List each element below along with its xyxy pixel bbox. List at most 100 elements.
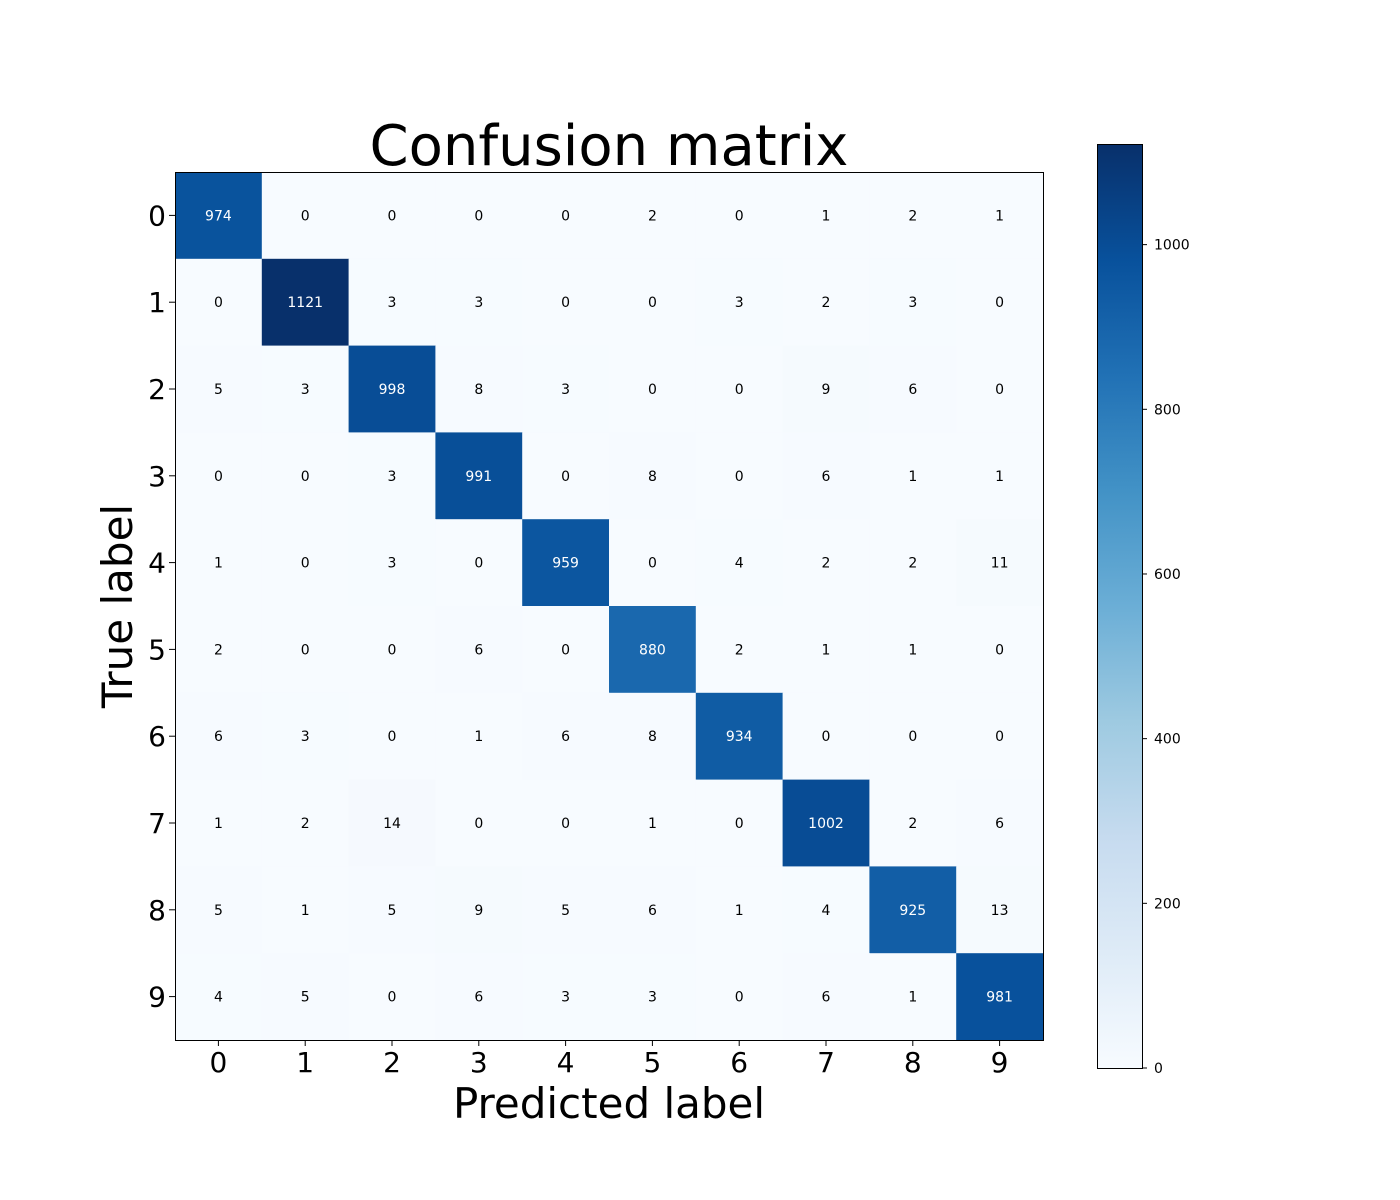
heatmap-cell-r2-c7 <box>782 345 870 433</box>
heatmap-cell-r2-c9 <box>956 345 1044 433</box>
heatmap-cell-r4-c2 <box>348 519 436 607</box>
cell-value-r5-c9: 0 <box>995 642 1004 658</box>
heatmap-cell-r0-c5 <box>609 172 697 260</box>
cell-value-r6-c1: 3 <box>301 729 310 745</box>
cell-value-r6-c9: 0 <box>995 729 1004 745</box>
cell-value-r8-c7: 4 <box>822 903 831 919</box>
chart-title: Confusion matrix <box>370 114 849 179</box>
cell-value-r3-c6: 0 <box>735 469 744 485</box>
cell-value-r6-c6: 934 <box>726 729 753 745</box>
cell-value-r3-c4: 0 <box>561 469 570 485</box>
heatmap-cell-r3-c2 <box>348 432 436 520</box>
cell-value-r2-c9: 0 <box>995 382 1004 398</box>
colorbar-tick-label-400: 400 <box>1154 732 1181 748</box>
heatmap-cell-r9-c5 <box>609 953 697 1041</box>
cell-value-r9-c7: 6 <box>822 990 831 1006</box>
cell-value-r5-c1: 0 <box>301 642 310 658</box>
cell-value-r6-c5: 8 <box>648 729 657 745</box>
y-axis-ticks: 0 1 2 3 4 5 6 7 8 9 <box>148 199 175 1014</box>
cell-value-r7-c9: 6 <box>995 816 1004 832</box>
cell-value-r6-c2: 0 <box>388 729 397 745</box>
cell-value-r6-c4: 6 <box>561 729 570 745</box>
heatmap-cell-r8-c8 <box>869 866 957 954</box>
heatmap-cell-r6-c7 <box>782 692 870 781</box>
cell-value-r0-c8: 2 <box>908 208 917 224</box>
heatmap-cell-r1-c0 <box>175 258 263 347</box>
cell-value-r4-c8: 2 <box>908 556 917 572</box>
heatmap-cell-r6-c4 <box>522 692 610 781</box>
y-tick-label-2: 2 <box>148 373 166 406</box>
cell-value-r2-c8: 6 <box>908 382 917 398</box>
cell-value-r0-c2: 0 <box>388 208 397 224</box>
cell-value-r2-c2: 998 <box>379 382 406 398</box>
cell-value-r1-c0: 0 <box>214 295 223 311</box>
heatmap-cell-r3-c1 <box>261 432 350 520</box>
cell-value-r3-c7: 6 <box>822 469 831 485</box>
x-tick-label-2: 2 <box>383 1046 401 1079</box>
heatmap-cells <box>175 172 1044 1041</box>
x-tick-label-8: 8 <box>904 1046 922 1079</box>
heatmap-cell-r7-c9 <box>956 779 1044 867</box>
y-tick-label-9: 9 <box>148 981 166 1014</box>
heatmap-cell-r3-c0 <box>175 432 263 520</box>
heatmap-cell-r0-c8 <box>869 172 957 260</box>
heatmap-cell-r0-c4 <box>522 172 610 260</box>
heatmap-cell-r4-c0 <box>175 519 263 607</box>
heatmap-cell-r1-c9 <box>956 258 1044 347</box>
heatmap-cell-r9-c2 <box>348 953 436 1041</box>
cell-value-r9-c4: 3 <box>561 990 570 1006</box>
heatmap-cell-r3-c5 <box>609 432 697 520</box>
y-tick-label-5: 5 <box>148 633 166 666</box>
heatmap-cell-r6-c5 <box>609 692 697 781</box>
cell-value-r3-c2: 3 <box>388 469 397 485</box>
heatmap-cell-r1-c5 <box>609 258 697 347</box>
heatmap-cell-r0-c7 <box>782 172 870 260</box>
cell-value-r0-c7: 1 <box>822 208 831 224</box>
heatmap-cell-r3-c7 <box>782 432 870 520</box>
cell-value-r8-c2: 5 <box>388 903 397 919</box>
heatmap-cell-r1-c4 <box>522 258 610 347</box>
cell-value-r4-c7: 2 <box>822 556 831 572</box>
cell-value-r9-c9: 981 <box>986 990 1013 1006</box>
cell-value-r7-c7: 1002 <box>808 816 844 832</box>
cell-value-r7-c5: 1 <box>648 816 657 832</box>
heatmap-cell-r5-c3 <box>435 606 523 694</box>
heatmap-cell-r7-c4 <box>522 779 610 867</box>
cell-value-r1-c8: 3 <box>908 295 917 311</box>
heatmap-cell-r5-c4 <box>522 606 610 694</box>
colorbar-tick-label-800: 800 <box>1154 402 1181 418</box>
cell-value-r5-c0: 2 <box>214 642 223 658</box>
x-tick-label-5: 5 <box>643 1046 661 1079</box>
heatmap-cell-r5-c5 <box>609 606 697 694</box>
heatmap-cell-r5-c2 <box>348 606 436 694</box>
x-tick-label-6: 6 <box>730 1046 748 1079</box>
y-tick-label-8: 8 <box>148 894 166 927</box>
colorbar: 0 200 400 600 800 1000 <box>1097 144 1190 1077</box>
cell-value-r7-c0: 1 <box>214 816 223 832</box>
cell-value-r3-c1: 0 <box>301 469 310 485</box>
heatmap-cell-r6-c3 <box>435 692 523 781</box>
heatmap-cell-r7-c5 <box>609 779 697 867</box>
colorbar-tick-label-0: 0 <box>1154 1061 1163 1077</box>
cell-value-r4-c9: 11 <box>991 556 1009 572</box>
y-tick-label-7: 7 <box>148 807 166 840</box>
cell-value-r6-c8: 0 <box>908 729 917 745</box>
heatmap-cell-r6-c2 <box>348 692 436 781</box>
heatmap-cell-r3-c8 <box>869 432 957 520</box>
heatmap-cell-r2-c1 <box>261 345 350 433</box>
heatmap-cell-r4-c1 <box>261 519 350 607</box>
heatmap-cell-r6-c0 <box>175 692 263 781</box>
cell-value-r5-c3: 6 <box>474 642 483 658</box>
heatmap-cell-r0-c3 <box>435 172 523 260</box>
cell-value-r5-c6: 2 <box>735 642 744 658</box>
cell-value-r1-c1: 1121 <box>287 295 323 311</box>
y-tick-label-0: 0 <box>148 199 166 232</box>
colorbar-ticks: 0 200 400 600 800 1000 <box>1142 238 1190 1077</box>
heatmap-cell-r2-c3 <box>435 345 523 433</box>
heatmap-cell-r8-c9 <box>956 866 1044 954</box>
heatmap-cell-r4-c3 <box>435 519 523 607</box>
cell-value-r8-c0: 5 <box>214 903 223 919</box>
cell-value-r2-c6: 0 <box>735 382 744 398</box>
heatmap-cell-r1-c7 <box>782 258 870 347</box>
